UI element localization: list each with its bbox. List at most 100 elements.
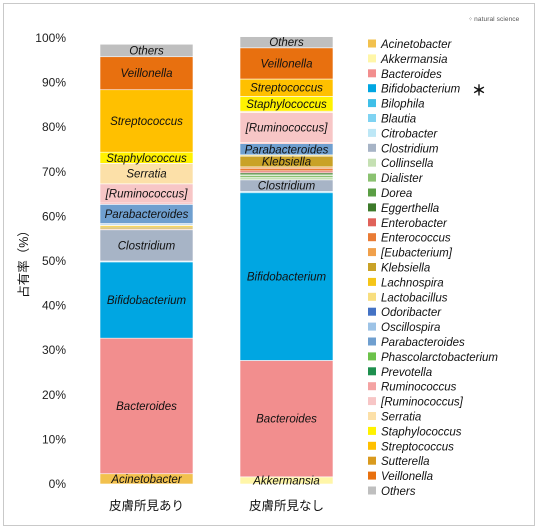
- legend-swatch-sutterella: [368, 456, 376, 465]
- y-tick-label: 20%: [42, 388, 66, 402]
- y-tick-label: 50%: [42, 254, 66, 268]
- legend-swatch-serratia: [368, 412, 376, 420]
- legend-label-eubacterium: [Eubacterium]: [380, 248, 453, 260]
- legend-label-veillonella: Veillonella: [381, 471, 433, 483]
- x-category-label: 皮膚所見なし: [249, 498, 324, 513]
- legend-swatch-eggerthella: [368, 203, 376, 212]
- legend-label-parabacteroides: Parabacteroides: [381, 337, 465, 349]
- legend-label-oscillospira: Oscillospira: [381, 322, 440, 334]
- legend-swatch-prevotella: [368, 367, 376, 376]
- bar-segment-1-others: [99, 43, 194, 58]
- bar-segment-2-enterococcus: [239, 167, 334, 172]
- segment-label-bifidobacterium: Bifidobacterium: [247, 272, 327, 284]
- legend-label-lactobacillus: Lactobacillus: [381, 292, 448, 304]
- legend-swatch-dorea: [368, 188, 376, 197]
- legend-swatch-lactobacillus: [368, 292, 376, 301]
- legend-swatch-enterococcus: [368, 233, 376, 242]
- legend-swatch-parabacteroides: [368, 337, 376, 346]
- bar-segment-2-collinsella: [239, 177, 334, 181]
- legend-label-sutterella: Sutterella: [381, 456, 430, 468]
- legend-label-dialister: Dialister: [381, 173, 424, 185]
- segment-label-parabacteroides: Parabacteroides: [245, 144, 329, 156]
- segment-label-others: Others: [129, 45, 164, 57]
- bar-segment-2-bifidobacterium: [239, 192, 334, 361]
- legend-swatch-ruminococcus: [368, 397, 376, 406]
- figure-frame: [3, 3, 535, 526]
- segment-label-veillonella: Veillonella: [261, 58, 313, 70]
- y-tick-label: 100%: [35, 31, 66, 45]
- segment-label-ruminococcus: [Ruminococcus]: [245, 122, 329, 134]
- legend-swatch-odoribacter: [368, 307, 376, 316]
- segment-label-streptococcus: Streptococcus: [250, 83, 323, 95]
- legend-swatch-bacteroides: [368, 69, 376, 78]
- legend-label-others: Others: [381, 486, 416, 498]
- bar-segment-2-ruminococcus: [239, 112, 334, 143]
- bar-segment-2-others: [239, 36, 334, 49]
- legend-swatch-bilophila: [368, 99, 376, 108]
- segment-label-acinetobacter: Acinetobacter: [110, 474, 182, 486]
- significance-marker: ＊: [472, 83, 486, 99]
- x-category-label: 皮膚所見あり: [109, 498, 184, 513]
- legend-swatch-collinsella: [368, 158, 376, 167]
- legend-label-ruminococcus: [Ruminococcus]: [380, 397, 464, 409]
- bar-segment-2-dialister: [239, 175, 334, 178]
- segment-label-streptococcus: Streptococcus: [110, 116, 183, 128]
- legend-label-collinsella: Collinsella: [381, 158, 433, 170]
- legend-label-klebsiella: Klebsiella: [381, 263, 430, 275]
- legend-label-prevotella: Prevotella: [381, 367, 432, 379]
- legend-swatch-phascolarctobacterium: [368, 352, 376, 361]
- legend-swatch-citrobacter: [368, 128, 376, 137]
- bar-segment-1-streptococcus: [99, 89, 194, 153]
- legend-swatch-clostridium: [368, 143, 376, 152]
- brand-dots-icon: ⁘: [468, 17, 474, 23]
- legend-swatch-eubacterium: [368, 248, 376, 257]
- legend-label-eggerthella: Eggerthella: [381, 203, 439, 215]
- segment-label-bacteroides: Bacteroides: [256, 414, 317, 426]
- segment-label-clostridium: Clostridium: [118, 240, 176, 252]
- legend-label-blautia: Blautia: [381, 114, 416, 126]
- segment-label-clostridium: Clostridium: [258, 181, 316, 193]
- legend-swatch-akkermansia: [368, 54, 376, 63]
- legend-label-bifidobacterium: Bifidobacterium: [381, 84, 461, 96]
- y-tick-label: 0%: [49, 477, 67, 491]
- segment-label-veillonella: Veillonella: [121, 68, 173, 80]
- legend-label-ruminococcus: Ruminococcus: [381, 382, 457, 394]
- legend-swatch-blautia: [368, 114, 376, 122]
- segment-label-bacteroides: Bacteroides: [116, 401, 177, 413]
- legend-label-enterobacter: Enterobacter: [381, 218, 448, 230]
- legend-label-akkermansia: Akkermansia: [380, 54, 447, 66]
- legend-label-enterococcus: Enterococcus: [381, 233, 451, 245]
- y-tick-label: 10%: [42, 432, 66, 446]
- legend-label-odoribacter: Odoribacter: [381, 307, 442, 319]
- y-tick-label: 40%: [42, 299, 66, 313]
- legend-swatch-streptococcus: [368, 441, 376, 450]
- y-tick-label: 80%: [42, 120, 66, 134]
- bar-segment-2-bacteroides: [239, 360, 334, 478]
- legend-label-phascolarctobacterium: Phascolarctobacterium: [381, 352, 498, 364]
- legend-swatch-ruminococcus: [368, 382, 376, 391]
- legend-swatch-klebsiella: [368, 263, 376, 271]
- y-axis-title: 占有率（%）: [16, 224, 31, 298]
- legend-label-citrobacter: Citrobacter: [381, 128, 438, 140]
- legend-label-acinetobacter: Acinetobacter: [380, 39, 452, 51]
- legend-label-lachnospira: Lachnospira: [381, 277, 444, 289]
- y-tick-label: 60%: [42, 209, 66, 223]
- legend-label-staphylococcus: Staphylococcus: [381, 426, 462, 438]
- legend-swatch-acinetobacter: [368, 39, 376, 48]
- legend-swatch-lachnospira: [368, 277, 376, 286]
- segment-label-serratia: Serratia: [126, 169, 166, 181]
- legend-label-serratia: Serratia: [381, 412, 421, 424]
- segment-label-bifidobacterium: Bifidobacterium: [107, 295, 187, 307]
- legend-label-bacteroides: Bacteroides: [381, 69, 442, 81]
- segment-label-others: Others: [269, 37, 304, 49]
- bar-segment-1-bifidobacterium: [99, 261, 194, 339]
- bar-segment-1-bacteroides: [99, 337, 194, 475]
- brand-logo: ⁘natural science: [468, 16, 519, 23]
- legend-label-clostridium: Clostridium: [381, 143, 439, 155]
- legend-swatch-enterobacter: [368, 218, 376, 227]
- legend-swatch-bifidobacterium: [368, 84, 376, 93]
- segment-label-staphylococcus: Staphylococcus: [246, 99, 327, 111]
- legend-swatch-veillonella: [368, 471, 376, 480]
- segment-label-staphylococcus: Staphylococcus: [106, 153, 187, 165]
